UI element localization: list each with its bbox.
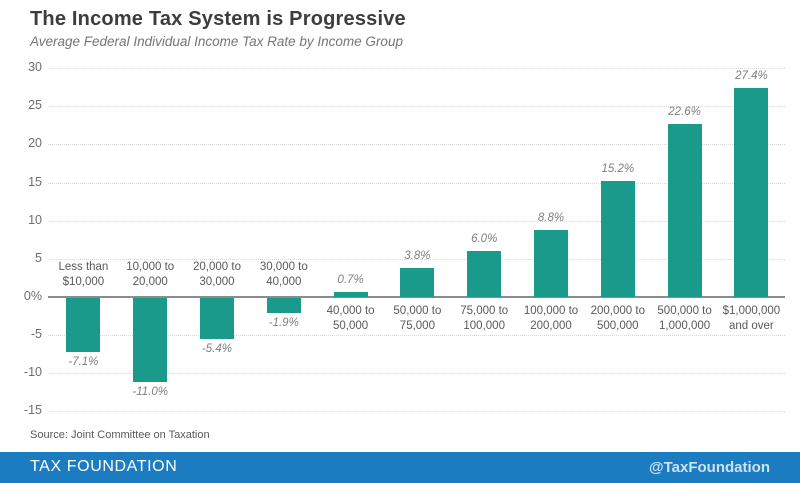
twitter-handle: @TaxFoundation <box>648 459 770 476</box>
bar-value-label: 6.0% <box>471 233 498 246</box>
category-label: 100,000 to 200,000 <box>523 305 579 332</box>
brand-logo-text: TAX FOUNDATION <box>30 458 178 475</box>
y-axis-tick-label: 0% <box>23 289 42 303</box>
category-label: 200,000 to 500,000 <box>590 305 645 332</box>
bar <box>534 229 568 297</box>
y-axis-tick-label: 25 <box>28 98 42 113</box>
gridline <box>48 373 785 375</box>
category-label: 10,000 to 20,000 <box>126 261 175 288</box>
category-label: 20,000 to 30,000 <box>193 261 241 288</box>
source-note: Source: Joint Committee on Taxation <box>30 429 210 441</box>
chart-title: The Income Tax System is Progressive <box>30 8 406 30</box>
gridline <box>48 106 785 108</box>
y-axis-tick-label: -5 <box>30 327 42 342</box>
bar-value-label: 22.6% <box>668 106 701 119</box>
bar <box>266 298 301 313</box>
bar-value-label: 3.8% <box>404 249 431 262</box>
bar <box>667 124 702 297</box>
bar-value-label: 27.4% <box>735 69 768 82</box>
gridline <box>48 68 785 69</box>
bar-value-label: 8.8% <box>537 211 565 224</box>
bar <box>333 291 368 297</box>
category-label: 75,000 to 100,000 <box>460 305 509 332</box>
gridline <box>48 258 785 260</box>
gridline <box>48 182 785 184</box>
y-axis-tick-label: 15 <box>28 174 42 189</box>
bar <box>200 298 234 340</box>
gridline <box>48 144 785 146</box>
bar-value-label: -5.4% <box>201 343 233 356</box>
bar-value-label: 0.7% <box>337 273 364 286</box>
bar-value-label: -11.0% <box>132 385 168 398</box>
bar-value-label: -1.9% <box>268 316 299 329</box>
bar <box>600 180 635 297</box>
footer-bar: TAX FOUNDATION @TaxFoundation <box>0 452 800 483</box>
category-label: 40,000 to 50,000 <box>326 305 375 332</box>
category-label: $1,000,000 and over <box>722 305 781 332</box>
bar <box>467 251 502 297</box>
gridline <box>48 335 785 337</box>
y-axis-tick-label: 30 <box>28 60 42 74</box>
y-axis-tick-label: 5 <box>35 250 42 265</box>
category-label: Less than $10,000 <box>58 261 109 288</box>
gridline <box>48 411 785 413</box>
y-axis-tick-label: 20 <box>28 136 42 151</box>
bar-value-label: 15.2% <box>601 162 635 175</box>
bar-value-label: -7.1% <box>68 356 99 369</box>
bar <box>734 87 769 297</box>
chart-subtitle: Average Federal Individual Income Tax Ra… <box>30 34 403 49</box>
category-label: 500,000 to 1,000,000 <box>657 305 712 332</box>
y-axis-tick-label: -15 <box>23 403 42 418</box>
gridline <box>48 220 785 222</box>
category-label: 30,000 to 40,000 <box>259 261 308 288</box>
zero-axis-line <box>48 296 785 298</box>
bar <box>66 298 101 353</box>
bar <box>400 267 435 297</box>
category-label: 50,000 to 75,000 <box>393 305 442 332</box>
y-axis-tick-label: -10 <box>23 365 42 380</box>
bar <box>133 298 168 382</box>
y-axis-tick-label: 10 <box>28 212 42 227</box>
